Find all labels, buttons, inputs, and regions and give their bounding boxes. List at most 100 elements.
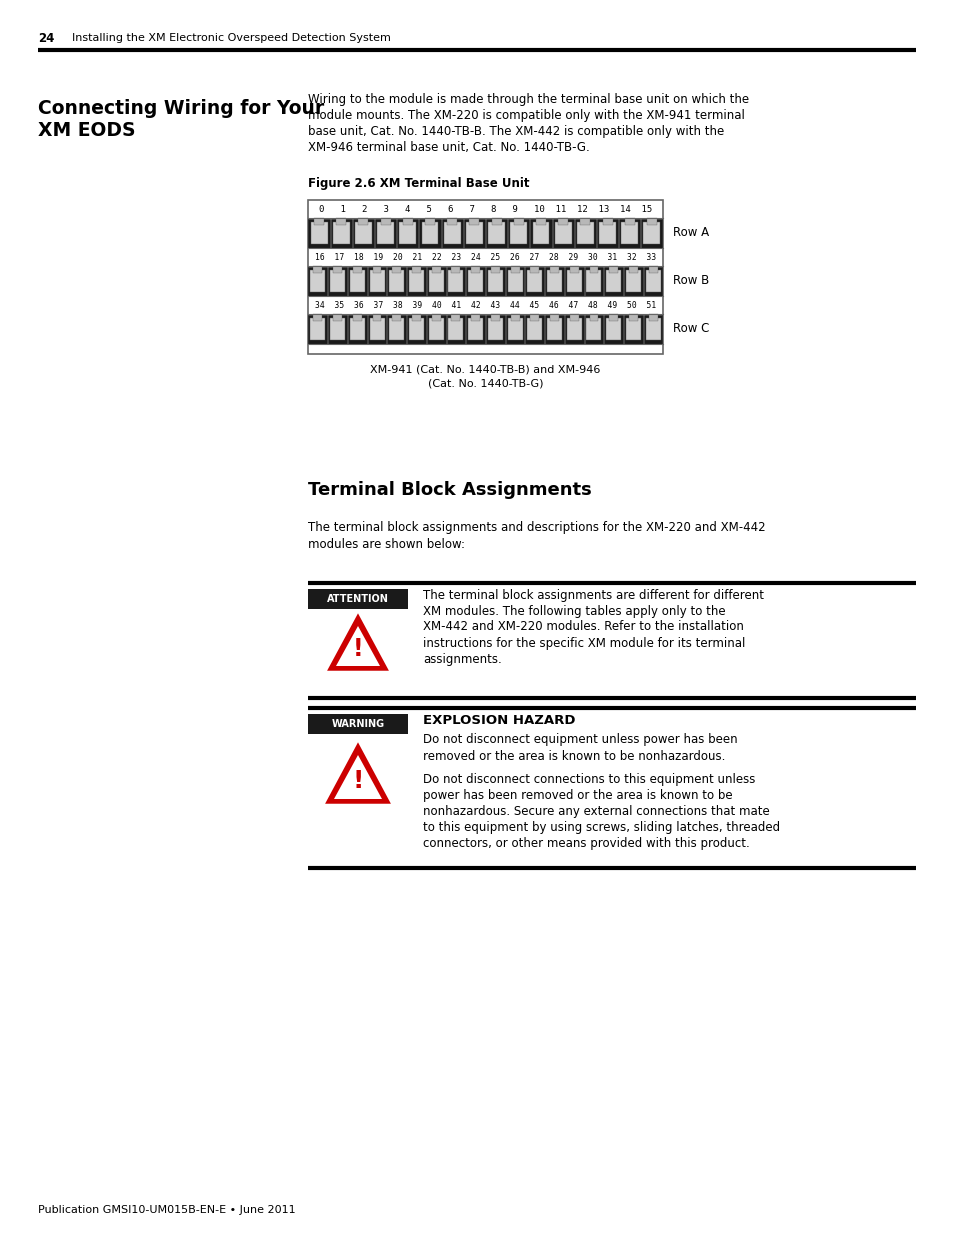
Bar	[407, 267, 425, 295]
Bar	[355, 221, 372, 245]
Text: !: !	[352, 768, 363, 793]
Bar	[488, 221, 504, 245]
Bar	[399, 221, 416, 245]
Text: (Cat. No. 1440-TB-G): (Cat. No. 1440-TB-G)	[427, 379, 542, 389]
Bar	[564, 315, 583, 343]
Text: XM-946 terminal base unit, Cat. No. 1440-TB-G.: XM-946 terminal base unit, Cat. No. 1440…	[308, 142, 589, 154]
Bar	[624, 219, 634, 225]
Text: assignments.: assignments.	[422, 652, 501, 666]
Bar	[466, 267, 484, 295]
Bar	[550, 266, 558, 273]
Text: to this equipment by using screws, sliding latches, threaded: to this equipment by using screws, slidi…	[422, 821, 780, 835]
Text: connectors, or other means provided with this product.: connectors, or other means provided with…	[422, 837, 749, 851]
Bar	[471, 266, 479, 273]
Bar	[623, 267, 642, 295]
Bar	[569, 266, 578, 273]
Bar	[428, 317, 443, 341]
Bar	[463, 219, 484, 247]
Bar	[532, 221, 549, 245]
Bar	[584, 315, 602, 343]
Text: Row C: Row C	[672, 322, 709, 336]
Bar	[566, 269, 581, 293]
Bar	[577, 221, 593, 245]
Text: 0   1   2   3   4   5   6   7   8   9   10  11  12  13  14  15: 0 1 2 3 4 5 6 7 8 9 10 11 12 13 14 15	[318, 205, 652, 214]
Bar	[426, 267, 445, 295]
Bar	[530, 219, 551, 247]
Bar	[527, 317, 541, 341]
Text: XM-941 (Cat. No. 1440-TB-B) and XM-946: XM-941 (Cat. No. 1440-TB-B) and XM-946	[370, 366, 600, 375]
Bar	[618, 219, 639, 247]
Text: Row A: Row A	[672, 226, 708, 240]
Text: Wiring to the module is made through the terminal base unit on which the: Wiring to the module is made through the…	[308, 94, 748, 106]
Bar	[469, 219, 479, 225]
Bar	[392, 266, 401, 273]
Bar	[643, 221, 659, 245]
Bar	[350, 317, 364, 341]
Bar	[505, 267, 524, 295]
Bar	[330, 269, 345, 293]
Bar	[419, 219, 440, 247]
Text: Do not disconnect connections to this equipment unless: Do not disconnect connections to this eq…	[422, 773, 755, 787]
Bar	[530, 314, 538, 321]
Text: modules are shown below:: modules are shown below:	[308, 537, 464, 551]
Bar	[471, 314, 479, 321]
Text: XM-442 and XM-220 modules. Refer to the installation: XM-442 and XM-220 modules. Refer to the …	[422, 620, 743, 634]
Bar	[350, 269, 364, 293]
Bar	[412, 314, 420, 321]
Bar	[448, 317, 463, 341]
Bar	[328, 315, 347, 343]
Text: ATTENTION: ATTENTION	[327, 594, 389, 604]
Bar	[308, 219, 330, 247]
Text: 16  17  18  19  20  21  22  23  24  25  26  27  28  29  30  31  32  33: 16 17 18 19 20 21 22 23 24 25 26 27 28 2…	[314, 252, 656, 262]
Bar	[648, 314, 657, 321]
Polygon shape	[335, 626, 379, 666]
Polygon shape	[328, 746, 388, 802]
Bar	[609, 266, 618, 273]
Bar	[336, 219, 346, 225]
Bar	[487, 269, 502, 293]
Text: Connecting Wiring for Your: Connecting Wiring for Your	[38, 99, 324, 117]
Text: Terminal Block Assignments: Terminal Block Assignments	[308, 480, 591, 499]
Bar	[640, 219, 661, 247]
Bar	[574, 219, 596, 247]
Bar	[507, 317, 522, 341]
Bar	[510, 266, 519, 273]
Bar	[466, 315, 484, 343]
Bar	[546, 269, 561, 293]
Bar	[465, 221, 482, 245]
Bar	[584, 267, 602, 295]
Bar	[387, 315, 406, 343]
Bar	[510, 221, 527, 245]
Bar	[447, 219, 456, 225]
Bar	[564, 267, 583, 295]
Bar	[508, 219, 529, 247]
Bar	[628, 314, 638, 321]
Bar	[331, 219, 352, 247]
Bar	[367, 315, 386, 343]
Bar	[389, 317, 404, 341]
Text: The terminal block assignments are different for different: The terminal block assignments are diffe…	[422, 589, 763, 601]
Bar	[485, 315, 504, 343]
Bar	[443, 221, 460, 245]
Bar	[558, 219, 568, 225]
Text: nonhazardous. Secure any external connections that mate: nonhazardous. Secure any external connec…	[422, 805, 769, 819]
Text: Figure 2.6 XM Terminal Base Unit: Figure 2.6 XM Terminal Base Unit	[308, 177, 529, 189]
Bar	[645, 269, 659, 293]
Bar	[620, 221, 638, 245]
Bar	[402, 219, 413, 225]
Bar	[328, 267, 347, 295]
Bar	[525, 267, 543, 295]
Bar	[428, 269, 443, 293]
Bar	[375, 219, 395, 247]
Text: WARNING: WARNING	[331, 719, 384, 729]
Bar	[432, 266, 440, 273]
Bar	[412, 266, 420, 273]
Bar	[407, 315, 425, 343]
Bar	[589, 314, 598, 321]
Text: 34  35  36  37  38  39  40  41  42  43  44  45  46  47  48  49  50  51: 34 35 36 37 38 39 40 41 42 43 44 45 46 4…	[314, 300, 656, 310]
Bar	[432, 314, 440, 321]
Bar	[314, 314, 322, 321]
Bar	[310, 269, 325, 293]
Bar	[353, 266, 361, 273]
Bar	[625, 269, 640, 293]
